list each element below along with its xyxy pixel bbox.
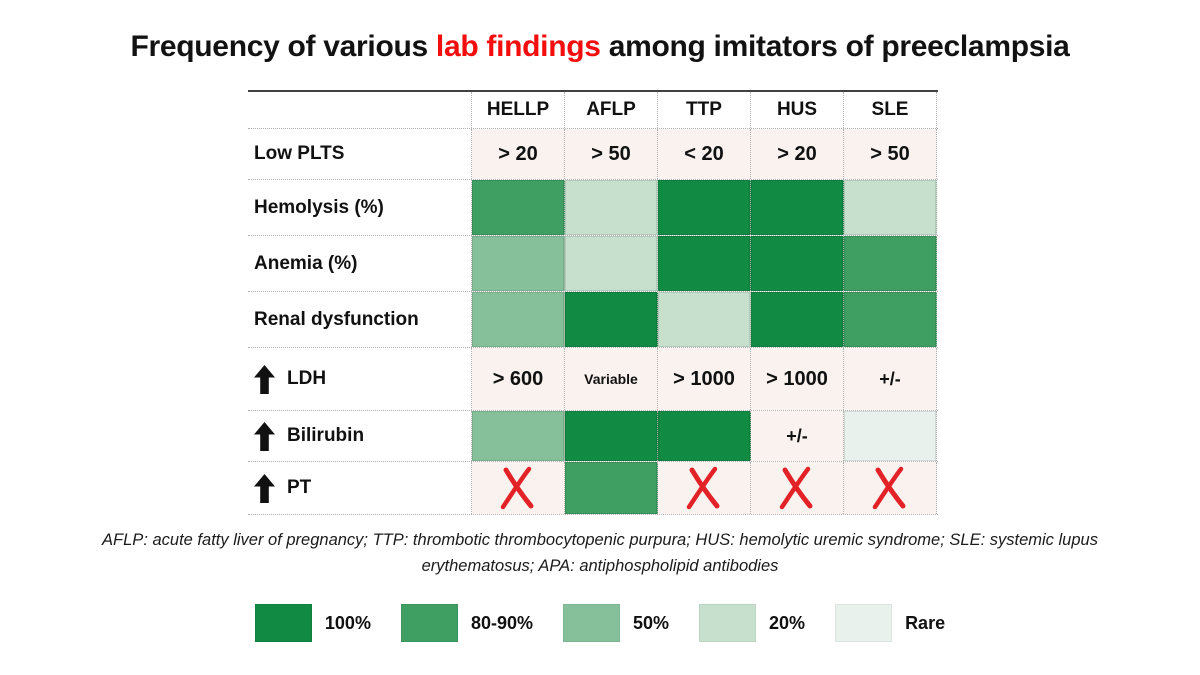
- row-label: Renal dysfunction: [248, 292, 472, 347]
- value-cell: +/-: [844, 348, 937, 410]
- heat-cell: [472, 180, 565, 235]
- row-label-text: LDH: [287, 368, 327, 389]
- table-row: Low PLTS > 20 > 50 < 20 > 20 > 50: [248, 129, 938, 180]
- table-row: Renal dysfunction: [248, 292, 938, 348]
- row-label: Bilirubin: [248, 411, 472, 461]
- absent-cell: [472, 462, 565, 514]
- table-row: Hemolysis (%): [248, 180, 938, 236]
- row-label: Hemolysis (%): [248, 180, 472, 235]
- heat-cell: [472, 292, 565, 347]
- legend-swatch: [254, 604, 312, 642]
- absent-cell: [751, 462, 844, 514]
- absent-cell: [658, 462, 751, 514]
- heat-cell: [565, 236, 658, 291]
- up-arrow-icon: [254, 473, 275, 503]
- value-cell: > 600: [472, 348, 565, 410]
- heat-cell: [751, 236, 844, 291]
- x-mark-icon: [497, 465, 539, 511]
- heat-cell: [658, 292, 751, 347]
- row-label-text: Renal dysfunction: [254, 308, 419, 330]
- heat-cell: [472, 236, 565, 291]
- value-cell: > 20: [751, 129, 844, 179]
- heat-cell: [844, 292, 937, 347]
- legend-item: 100%: [254, 604, 371, 642]
- heat-cell: [658, 236, 751, 291]
- heat-cell: [844, 180, 937, 235]
- row-label: PT: [248, 462, 472, 514]
- heat-cell: [751, 292, 844, 347]
- heat-cell: [658, 411, 751, 461]
- column-header: HELLP: [472, 92, 565, 128]
- heat-cell: [565, 292, 658, 347]
- legend-label: 50%: [633, 612, 670, 633]
- value-cell: > 50: [844, 129, 937, 179]
- value-cell: > 50: [565, 129, 658, 179]
- column-header: SLE: [844, 92, 937, 128]
- legend-swatch: [835, 604, 893, 642]
- legend-swatch: [400, 604, 458, 642]
- x-mark-icon: [869, 465, 911, 511]
- header-row: HELLP AFLP TTP HUS SLE: [248, 92, 938, 129]
- value-cell: > 1000: [658, 348, 751, 410]
- heat-cell: [565, 462, 658, 514]
- column-header: TTP: [658, 92, 751, 128]
- row-label: Anemia (%): [248, 236, 472, 291]
- heat-cell: [844, 236, 937, 291]
- up-arrow-icon: [254, 364, 275, 394]
- row-label-text: Hemolysis (%): [254, 196, 384, 218]
- value-cell: +/-: [751, 411, 844, 461]
- row-label-text: Low PLTS: [254, 143, 345, 164]
- row-label-text: PT: [287, 477, 312, 498]
- heat-cell: [844, 411, 937, 461]
- footnote-line1: AFLP: acute fatty liver of pregnancy; TT…: [102, 531, 1098, 549]
- header-corner-cell: [248, 92, 472, 128]
- legend-swatch: [699, 604, 757, 642]
- legend-label: 100%: [324, 612, 371, 633]
- x-mark-icon: [776, 465, 818, 511]
- value-cell: > 1000: [751, 348, 844, 410]
- row-label-text: Anemia (%): [254, 252, 358, 274]
- legend-item: 80-90%: [400, 604, 533, 642]
- x-mark-icon: [683, 465, 725, 511]
- row-label: LDH: [248, 348, 472, 410]
- table-row: Anemia (%): [248, 236, 938, 292]
- heat-cell: [472, 411, 565, 461]
- column-header: AFLP: [565, 92, 658, 128]
- findings-table: HELLP AFLP TTP HUS SLE Low PLTS > 20 > 50 < 20 > …: [248, 90, 938, 515]
- footnote: AFLP: acute fatty liver of pregnancy; TT…: [0, 527, 1200, 579]
- legend-item: 20%: [699, 604, 805, 642]
- value-cell: < 20: [658, 129, 751, 179]
- heat-cell: [658, 180, 751, 235]
- value-cell: > 20: [472, 129, 565, 179]
- legend-swatch: [563, 604, 620, 642]
- table-row: LDH > 600 Variable > 1000 > 1000 +/-: [248, 348, 938, 411]
- row-label: Low PLTS: [248, 129, 472, 179]
- heat-cell: [751, 180, 844, 235]
- legend-item: 50%: [563, 604, 669, 642]
- absent-cell: [844, 462, 937, 514]
- legend: 100% 80-90% 50% 20% Rare: [0, 604, 1200, 642]
- legend-label: Rare: [905, 612, 946, 633]
- title-pre: Frequency of various: [130, 30, 436, 63]
- footnote-line2: erythematosus; APA: antiphospholipid ant…: [421, 557, 779, 575]
- legend-item: Rare: [835, 604, 945, 642]
- row-label-text: Bilirubin: [287, 425, 365, 446]
- up-arrow-icon: [254, 421, 275, 451]
- table-row: Bilirubin +/-: [248, 411, 938, 462]
- legend-label: 20%: [769, 612, 806, 633]
- title-highlight: lab findings: [435, 30, 601, 63]
- legend-label: 80-90%: [470, 612, 533, 633]
- table-row: PT: [248, 462, 938, 515]
- heat-cell: [565, 411, 658, 461]
- column-header: HUS: [751, 92, 844, 128]
- value-cell: Variable: [565, 348, 658, 410]
- page-title: Frequency of various lab findings among …: [0, 30, 1200, 64]
- heat-cell: [565, 180, 658, 235]
- title-post: among imitators of preeclampsia: [600, 30, 1070, 63]
